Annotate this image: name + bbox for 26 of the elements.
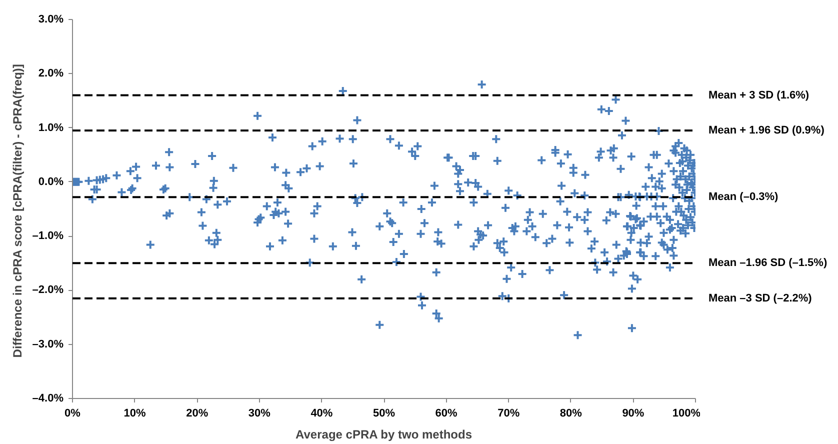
y-tick-label: –4.0% bbox=[32, 392, 64, 404]
y-tick-label: –3.0% bbox=[32, 338, 64, 350]
ref-line-label: Mean + 1.96 SD (0.9%) bbox=[708, 124, 825, 136]
x-tick-label: 80% bbox=[560, 408, 582, 420]
y-tick-label: 3.0% bbox=[38, 14, 64, 26]
ref-line-label: Mean –3 SD (–2.2%) bbox=[708, 292, 812, 304]
y-tick-label: 1.0% bbox=[38, 122, 64, 134]
y-tick-label: 0.0% bbox=[38, 176, 64, 188]
x-tick-label: 70% bbox=[498, 408, 520, 420]
x-tick-label: 50% bbox=[372, 408, 396, 420]
ref-line-label: Mean (–0.3%) bbox=[708, 191, 779, 204]
x-tick-label: 100% bbox=[672, 408, 701, 420]
y-tick-label: –1.0% bbox=[32, 230, 64, 242]
x-tick-label: 30% bbox=[248, 408, 271, 420]
y-tick-label: –2.0% bbox=[32, 284, 64, 296]
ref-line-label: Mean –1.96 SD (–1.5%) bbox=[708, 257, 828, 270]
x-tick-label: 60% bbox=[435, 408, 458, 420]
y-axis-title: Difference in cPRA score [cPRA(filter) - cPRA(freq)] bbox=[10, 64, 24, 358]
x-tick-label: 40% bbox=[310, 408, 333, 420]
x-tick-label: 90% bbox=[622, 408, 644, 420]
x-tick-label: 20% bbox=[186, 408, 208, 420]
x-tick-label: 10% bbox=[124, 408, 146, 420]
ref-line-label: Mean + 3 SD (1.6%) bbox=[708, 89, 810, 102]
x-tick-label: 0% bbox=[64, 408, 81, 420]
x-axis-title: Average cPRA by two methods bbox=[296, 428, 472, 442]
y-tick-label: 2.0% bbox=[38, 68, 64, 80]
